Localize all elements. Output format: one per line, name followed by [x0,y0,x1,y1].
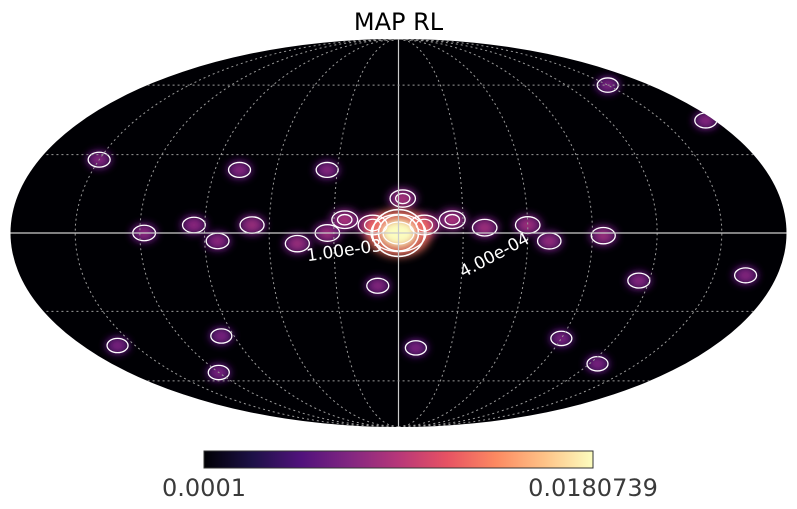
colorbar-gradient [203,450,594,469]
colorbar-min-label: 0.0001 [162,474,246,502]
contour-line [227,161,252,179]
source-blob [732,265,759,286]
contour-line [106,337,129,354]
contour-line [366,277,390,294]
source-blob [625,270,653,291]
source-blob [203,230,232,251]
sky-map: 1.00e-03 4.00e-04 [10,39,787,427]
source-blob [329,208,361,232]
meridian-line [398,39,658,427]
contour-line [590,226,616,245]
source-blob [313,160,341,180]
contour-line [471,218,498,237]
source-blob [403,338,429,358]
source-blob [692,110,719,131]
chart-title: MAP RL [354,8,444,36]
contour-line [284,234,310,253]
meridian-line [139,39,399,427]
source-blob [180,215,208,236]
source-blob [237,214,267,236]
source-blob [282,233,312,255]
contour-line [438,210,466,230]
contour-line [389,189,417,208]
source-blob [208,326,234,346]
source-blob [513,214,543,236]
colorbar: 0.0001 0.0180739 [162,450,658,502]
contour-line [394,192,411,205]
intensity-layer [85,75,759,382]
contour-line [331,210,359,230]
graticule [10,39,787,427]
contour-line [733,267,758,284]
source-blob [584,354,611,374]
source-blob [226,160,253,180]
source-blob [387,187,418,210]
contour-line [315,161,339,179]
contour-line [336,213,353,226]
source-blob [104,336,131,355]
source-blob [364,276,391,296]
contour-line [444,213,461,226]
source-blob [469,216,500,239]
source-blob [535,230,564,252]
contour-line [550,330,573,347]
source-blob [436,208,468,232]
contour-line [404,340,428,356]
colorbar-max-label: 0.0180739 [528,474,658,502]
contour-line [210,328,233,344]
source-blob [588,225,618,247]
contour-line [87,151,111,168]
contour-line [627,272,651,289]
contour-line [207,364,230,381]
source-blob [548,329,574,348]
